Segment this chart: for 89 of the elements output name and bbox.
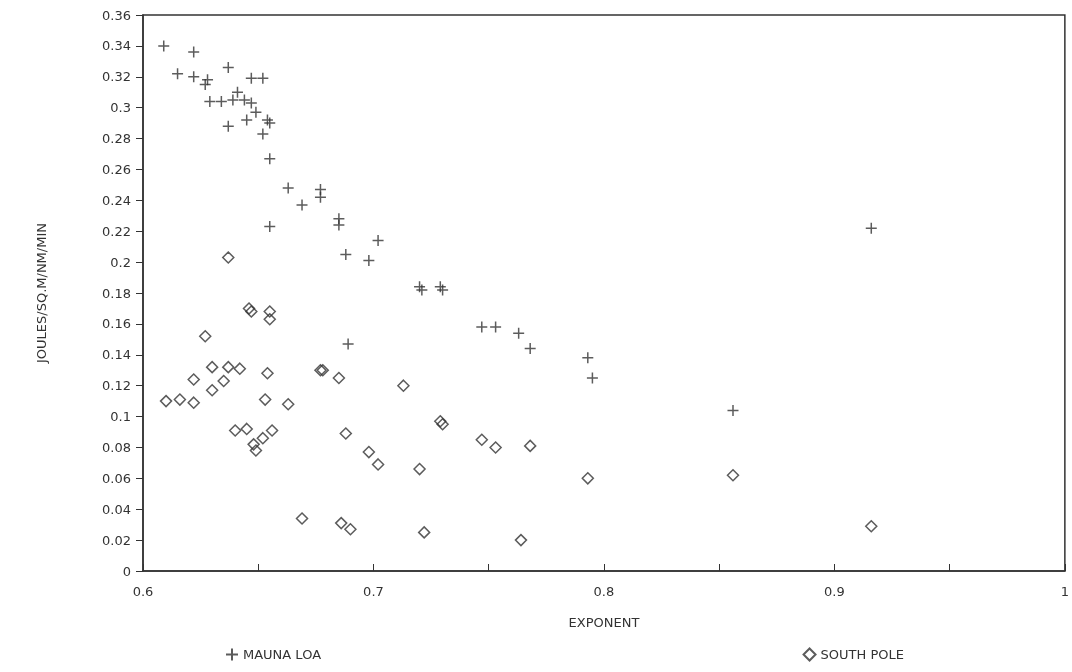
y-tick-label: 0.28 (102, 131, 131, 147)
point (240, 422, 253, 436)
point (222, 251, 235, 264)
legend-label: MAUNA LOA (243, 647, 322, 662)
y-tick-label: 0.06 (102, 470, 131, 486)
x-tick-label: 0.6 (132, 584, 154, 599)
point (281, 397, 295, 411)
point (726, 404, 740, 417)
point (371, 234, 385, 247)
point (240, 113, 253, 127)
point (512, 326, 525, 340)
point (201, 73, 214, 87)
point (171, 67, 184, 80)
point (228, 424, 242, 437)
point (489, 320, 502, 334)
point (332, 371, 346, 385)
point (233, 362, 247, 375)
y-tick-label: 0.04 (102, 501, 131, 517)
point (261, 367, 274, 380)
point (344, 523, 357, 536)
legend-label: SOUTH POLE (820, 647, 904, 662)
point (436, 418, 449, 431)
y-tick-label: 0.14 (102, 347, 131, 363)
point (523, 439, 537, 453)
x-tick-label: 1 (1060, 584, 1070, 599)
point (339, 248, 353, 261)
point (173, 393, 187, 406)
point (371, 458, 385, 471)
point (215, 95, 228, 108)
point (187, 45, 200, 59)
point (222, 360, 235, 374)
y-tick-label: 0.32 (102, 69, 131, 85)
point (258, 393, 272, 406)
point (334, 516, 348, 530)
y-axis-title: JOULES/SQ.M/NM/MIN (34, 223, 49, 364)
x-tick-label: 0.9 (824, 584, 845, 599)
point (245, 72, 258, 85)
y-tick-label: 0 (122, 563, 131, 579)
y-tick-label: 0.26 (102, 161, 131, 177)
point (247, 438, 260, 451)
point (339, 427, 353, 440)
point (475, 433, 489, 446)
point (865, 519, 878, 533)
point (263, 305, 277, 318)
point (726, 468, 740, 482)
y-tick-label: 0.2 (110, 254, 131, 270)
y-tick-label: 0.22 (102, 223, 131, 239)
y-tick-label: 0.18 (102, 285, 131, 301)
point (586, 371, 599, 385)
point (205, 360, 219, 374)
point (581, 472, 595, 485)
point (397, 379, 410, 392)
y-tick-label: 0.24 (102, 192, 131, 208)
point (265, 424, 279, 437)
point (203, 95, 217, 108)
x-tick-label: 0.7 (363, 584, 384, 599)
point (249, 444, 263, 457)
point (417, 526, 431, 539)
point (523, 342, 537, 355)
x-tick-label: 0.8 (593, 584, 615, 599)
y-tick-label: 0.34 (102, 38, 131, 54)
point (198, 329, 212, 343)
point (205, 384, 219, 397)
point (187, 70, 200, 84)
y-tick-label: 0.08 (102, 439, 131, 455)
y-tick-label: 0.1 (110, 409, 131, 425)
point (198, 78, 212, 91)
point (256, 431, 270, 445)
point (362, 445, 376, 459)
point (159, 394, 173, 408)
point (187, 396, 200, 409)
point (362, 254, 376, 267)
point (489, 441, 502, 454)
y-tick-label: 0.16 (102, 316, 131, 332)
y-tick-label: 0.02 (102, 532, 131, 548)
y-tick-label: 0.12 (102, 378, 131, 394)
x-axis-title: EXPONENT (568, 615, 640, 630)
point (434, 414, 447, 428)
point (514, 533, 528, 547)
y-tick-label: 0.3 (110, 100, 131, 116)
point (263, 220, 277, 233)
point (263, 313, 277, 326)
point (314, 190, 327, 204)
point (413, 462, 426, 476)
point (187, 373, 200, 386)
y-tick-label: 0.36 (102, 7, 131, 23)
point (217, 374, 230, 388)
point (222, 61, 235, 74)
point (295, 512, 309, 525)
